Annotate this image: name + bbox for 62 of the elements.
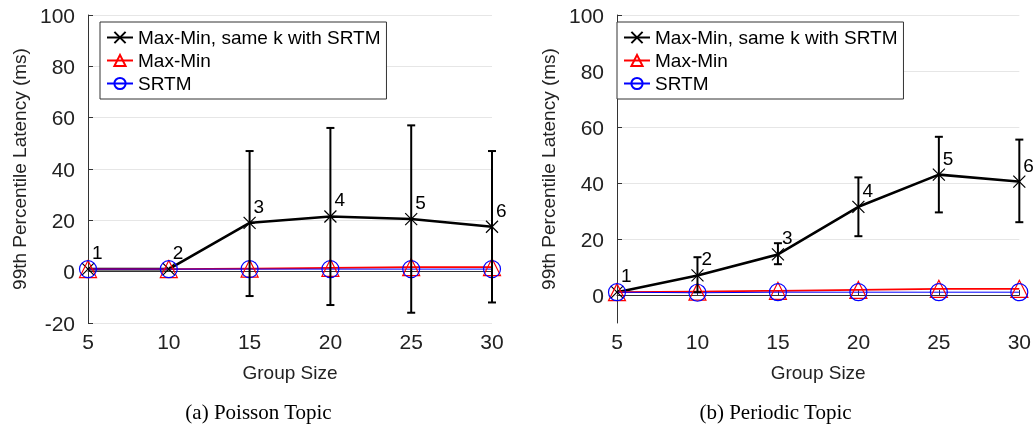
y-tick-label: 40 bbox=[51, 157, 75, 181]
annotation: 4 bbox=[862, 179, 874, 201]
point bbox=[932, 168, 946, 182]
y-tick-label: 20 bbox=[580, 227, 604, 251]
x-tick-label: 5 bbox=[611, 330, 623, 353]
x-tick-label: 15 bbox=[237, 330, 262, 353]
point bbox=[929, 283, 948, 302]
point bbox=[323, 209, 337, 224]
annotation: 2 bbox=[172, 242, 184, 264]
y-tick-label: 0 bbox=[63, 260, 75, 284]
point bbox=[243, 216, 257, 230]
legend-label: Max-Min bbox=[655, 50, 728, 71]
x-tick-label: 30 bbox=[480, 330, 504, 353]
point bbox=[1010, 283, 1029, 302]
y-tick-label: 40 bbox=[580, 171, 604, 195]
point bbox=[690, 268, 705, 282]
text: (b) Periodic Topic bbox=[699, 399, 852, 424]
x-tick-label: 30 bbox=[1007, 330, 1031, 353]
x-axis-title: Group Size bbox=[770, 362, 866, 383]
point bbox=[485, 220, 499, 234]
y-tick-label: 20 bbox=[51, 208, 75, 232]
annotation: 3 bbox=[781, 227, 793, 249]
point bbox=[929, 279, 948, 298]
y-tick-label: 60 bbox=[51, 106, 75, 130]
x-tick-label: 20 bbox=[846, 330, 871, 353]
y-tick-label: 60 bbox=[580, 115, 604, 139]
y-tick-label: 100 bbox=[39, 3, 75, 27]
annotation: 5 bbox=[415, 192, 426, 214]
annotation: 4 bbox=[334, 189, 346, 211]
annotation: 5 bbox=[942, 147, 954, 169]
annotation: 1 bbox=[621, 265, 632, 287]
annotation: 6 bbox=[496, 199, 507, 221]
legend-label: Max-Min, same k with SRTM bbox=[655, 27, 898, 48]
text: (a) Poisson Topic bbox=[185, 399, 332, 424]
y-tick-label: 80 bbox=[580, 59, 604, 83]
x-tick-label: 10 bbox=[157, 330, 181, 353]
y-tick-label: -20 bbox=[44, 311, 75, 335]
x-tick-label: 15 bbox=[766, 330, 790, 353]
y-axis-title: 99th Percentile Latency (ms) bbox=[538, 48, 560, 290]
x-tick-label: 10 bbox=[685, 330, 710, 353]
point bbox=[771, 247, 785, 261]
x-axis-title: Group Size bbox=[242, 362, 338, 383]
legend-label: Max-Min bbox=[138, 50, 211, 71]
legend-label: SRTM bbox=[138, 73, 192, 94]
x-tick-label: 25 bbox=[399, 330, 423, 353]
point bbox=[1012, 175, 1026, 189]
legend-label: SRTM bbox=[655, 73, 709, 94]
point bbox=[404, 212, 418, 226]
annotation: 6 bbox=[1023, 154, 1034, 176]
y-axis-title: 99th Percentile Latency (ms) bbox=[9, 48, 31, 290]
x-tick-label: 5 bbox=[82, 330, 94, 353]
legend-label: Max-Min, same k with SRTM bbox=[138, 27, 381, 48]
y-tick-label: 100 bbox=[568, 3, 604, 27]
point bbox=[1010, 279, 1029, 298]
annotation: 2 bbox=[701, 248, 713, 270]
x-tick-label: 25 bbox=[927, 330, 951, 353]
annotation: 3 bbox=[253, 195, 265, 217]
point bbox=[851, 200, 865, 214]
y-tick-label: 80 bbox=[51, 54, 75, 78]
x-tick-label: 20 bbox=[318, 330, 343, 353]
annotation: 1 bbox=[92, 242, 103, 264]
y-tick-label: 0 bbox=[592, 283, 604, 307]
